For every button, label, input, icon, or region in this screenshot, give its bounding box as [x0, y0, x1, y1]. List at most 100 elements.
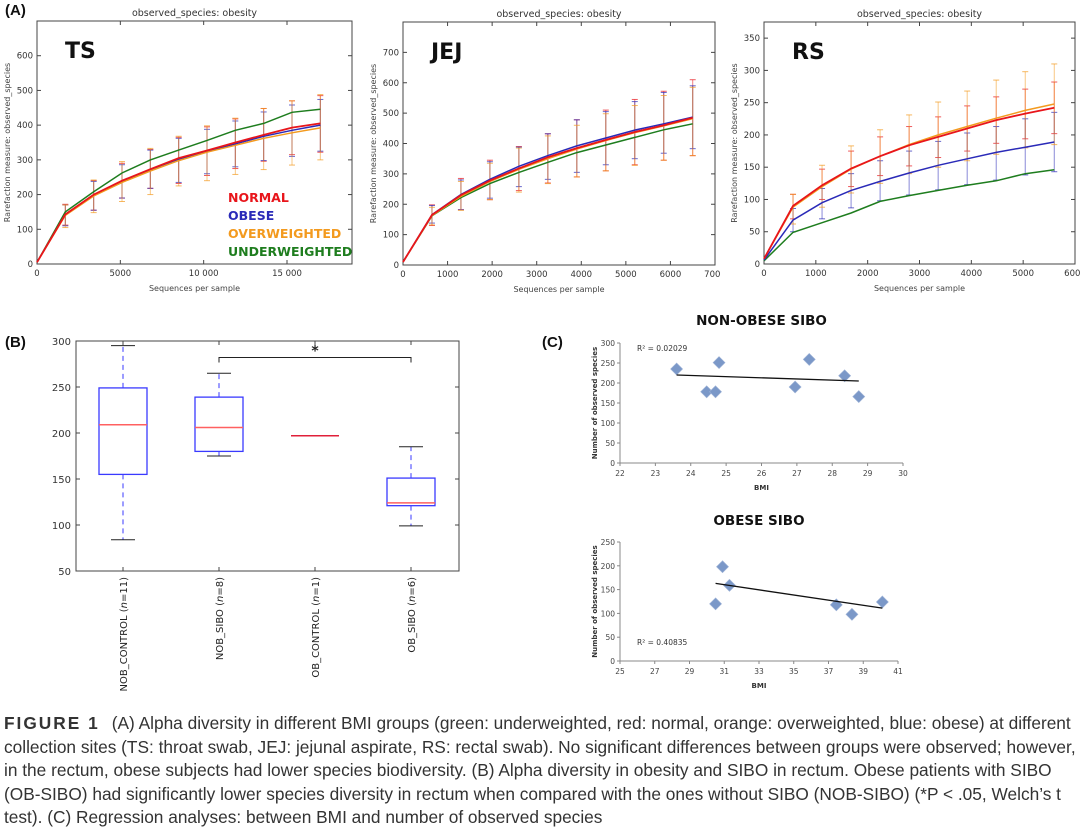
y-tick-label: 150 [601, 399, 616, 408]
x-axis-label: Sequences per sample [149, 284, 240, 293]
y-tick-label: 200 [52, 429, 71, 440]
site-label: TS [65, 39, 96, 64]
x-tick-label: 0 [400, 270, 405, 280]
data-point [712, 356, 726, 370]
y-tick-label: 100 [17, 225, 33, 235]
x-tick-label: 31 [719, 667, 729, 676]
y-tick-label: 100 [744, 195, 760, 205]
x-tick-label: 39 [858, 667, 868, 676]
y-tick-label: 300 [601, 339, 616, 348]
category-count: =6) [407, 577, 418, 596]
x-tick-label: 15 000 [272, 269, 302, 279]
panel-label-b: (B) [5, 334, 26, 351]
category-n: n [119, 602, 130, 608]
y-tick-label: 0 [610, 657, 615, 666]
panel-label-c: (C) [542, 334, 563, 351]
plot-frame [75, 340, 460, 572]
legend-entry-obese: OBESE [228, 208, 274, 223]
y-tick-label: 700 [383, 48, 399, 58]
trendline [715, 582, 883, 609]
y-tick-label: 200 [17, 191, 33, 201]
y-tick-label: 50 [605, 633, 615, 642]
category-n: n [215, 596, 226, 602]
x-tick-label: 27 [650, 667, 660, 676]
chart-title: observed_species: obesity [132, 8, 257, 19]
caption-heading: FIGURE 1 [4, 713, 100, 733]
x-axis-label: BMI [752, 682, 767, 690]
y-axis-label: Number of observed species [591, 545, 599, 657]
y-tick-label: 250 [601, 359, 616, 368]
y-axis-label: Rarefaction measure: observed_species [730, 63, 739, 222]
x-tick-label: 3000 [909, 269, 931, 279]
data-point [709, 597, 722, 611]
data-point [716, 560, 729, 574]
legend-entry-normal: NORMAL [228, 190, 289, 205]
category-name: NOB_CONTROL ( [119, 608, 130, 691]
x-category-label: OB_SIBO (n=6) [407, 577, 418, 653]
y-tick-label: 300 [52, 337, 71, 348]
y-tick-label: 100 [601, 419, 616, 428]
trendline [676, 374, 859, 382]
y-tick-label: 400 [383, 140, 399, 150]
x-tick-label: 29 [685, 667, 695, 676]
series-line-underweighted [36, 108, 321, 263]
box [194, 396, 244, 453]
x-tick-label: 1000 [805, 269, 827, 279]
x-tick-label: 5000 [110, 269, 132, 279]
y-tick-label: 300 [17, 156, 33, 166]
x-tick-label: 2000 [857, 269, 879, 279]
category-count: =11) [119, 577, 130, 602]
y-tick-label: 150 [52, 475, 71, 486]
y-axis-label: Rarefaction measure: observed_species [369, 64, 378, 223]
x-tick-label: 1000 [437, 270, 459, 280]
y-axis-label: Rarefaction measure: observed_species [3, 63, 12, 222]
series-line-normal [36, 122, 321, 263]
category-n: n [407, 596, 418, 602]
x-tick-label: 6000 [1064, 269, 1080, 279]
data-point [709, 385, 722, 399]
x-tick-label: 30 [898, 469, 908, 478]
y-tick-label: 0 [610, 459, 615, 468]
data-point [852, 390, 866, 404]
category-name: OB_CONTROL ( [311, 602, 322, 678]
chart-title: NON-OBESE SIBO [696, 313, 827, 329]
x-tick-label: 5000 [615, 270, 637, 280]
series-line-underweighted [763, 169, 1055, 262]
x-axis-label: Sequences per sample [513, 285, 604, 294]
x-tick-label: 25 [721, 469, 731, 478]
chart-scatter-obese: OBESE SIBO 0 50 100 150 200 250 25 27 29 31 33 35 37 3… [591, 513, 903, 690]
x-tick-label: 37 [824, 667, 834, 676]
y-tick-label: 350 [744, 34, 760, 44]
x-tick-label: 4000 [570, 270, 592, 280]
y-tick-label: 200 [601, 562, 616, 571]
data-point [845, 607, 859, 621]
x-tick-label: 5000 [1012, 269, 1034, 279]
x-tick-label: 22 [615, 469, 625, 478]
y-axis-label: Number of observed species [591, 347, 599, 459]
category-count: =8) [215, 577, 226, 596]
x-tick-label: 2000 [481, 270, 503, 280]
x-tick-label: 29 [863, 469, 873, 478]
data-point [700, 385, 714, 399]
y-tick-label: 50 [58, 567, 71, 578]
x-category-label: NOB_CONTROL (n=11) [119, 577, 130, 692]
series-line-overweighted [36, 127, 321, 263]
y-tick-label: 200 [601, 379, 616, 388]
x-tick-label: 6000 [660, 270, 682, 280]
data-point [838, 369, 852, 383]
y-tick-label: 250 [52, 383, 71, 394]
x-tick-label: 25 [615, 667, 625, 676]
x-category-label: OB_CONTROL (n=1) [311, 577, 322, 678]
plot-frame [36, 20, 353, 265]
significance-bracket [218, 357, 412, 363]
box [98, 387, 148, 476]
category-n: n [311, 596, 322, 602]
chart-title: observed_species: obesity [496, 9, 621, 20]
legend-entry-underweighted: UNDERWEIGHTED [228, 244, 352, 259]
y-tick-label: 100 [52, 521, 71, 532]
r-squared-label: R² = 0.40835 [637, 638, 688, 647]
y-tick-label: 0 [394, 261, 399, 271]
